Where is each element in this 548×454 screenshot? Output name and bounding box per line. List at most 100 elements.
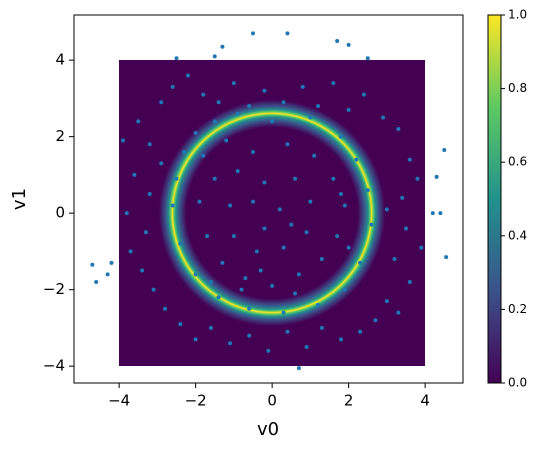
point — [444, 255, 448, 259]
point — [285, 330, 289, 334]
point — [224, 138, 228, 142]
point — [251, 31, 255, 35]
point — [358, 330, 362, 334]
point — [255, 249, 259, 253]
point — [381, 116, 385, 120]
point — [201, 93, 205, 97]
point — [270, 119, 274, 123]
y-tick-label: −4 — [43, 357, 65, 375]
x-axis-label: v0 — [257, 419, 279, 440]
point — [278, 207, 282, 211]
point — [438, 211, 442, 215]
x-tick-label: 2 — [344, 392, 354, 410]
point — [251, 150, 255, 154]
point — [262, 89, 266, 93]
point — [220, 261, 224, 265]
point — [393, 257, 397, 261]
point — [297, 366, 301, 370]
point — [247, 104, 251, 108]
point — [194, 272, 198, 276]
point — [385, 207, 389, 211]
point — [362, 93, 366, 97]
point — [175, 56, 179, 60]
point — [194, 131, 198, 135]
point — [320, 257, 324, 261]
point — [305, 345, 309, 349]
point — [209, 326, 213, 330]
point — [247, 334, 251, 338]
point — [282, 100, 286, 104]
point — [247, 307, 251, 311]
point — [213, 177, 217, 181]
point — [259, 269, 263, 273]
point — [175, 177, 179, 181]
point — [178, 322, 182, 326]
point — [159, 100, 163, 104]
point — [152, 288, 156, 292]
point — [282, 311, 286, 315]
point — [262, 226, 266, 230]
point — [308, 200, 312, 204]
point — [213, 54, 217, 58]
y-tick-label: −2 — [43, 280, 65, 298]
colorbar-tick-label: 0.6 — [508, 155, 527, 169]
point — [331, 81, 335, 85]
point — [293, 291, 297, 295]
point — [435, 175, 439, 179]
x-tick-label: −2 — [185, 392, 207, 410]
point — [339, 337, 343, 341]
point — [339, 135, 343, 139]
x-tick-label: 0 — [267, 392, 277, 410]
colorbar-tick-label: 1.0 — [508, 8, 527, 22]
point — [285, 142, 289, 146]
point — [205, 234, 209, 238]
point — [385, 299, 389, 303]
point — [201, 154, 205, 158]
page: v0 v1 −4−2024−4−20240.00.20.40.60.81.0 (… — [0, 0, 548, 454]
point — [178, 242, 182, 246]
point — [163, 307, 167, 311]
point — [159, 161, 163, 165]
y-tick-label: 0 — [55, 204, 65, 222]
point — [232, 81, 236, 85]
point — [419, 246, 423, 250]
point — [404, 226, 408, 230]
colorbar-tick-label: 0.4 — [508, 228, 527, 242]
point — [331, 177, 335, 181]
point — [228, 341, 232, 345]
point — [125, 211, 129, 215]
point — [415, 177, 419, 181]
point — [316, 104, 320, 108]
point — [132, 173, 136, 177]
y-tick-label: 4 — [55, 51, 65, 69]
point — [339, 192, 343, 196]
point — [358, 261, 362, 265]
point — [186, 73, 190, 77]
y-axis-label: v1 — [9, 188, 30, 210]
colorbar-tick-label: 0.0 — [508, 376, 527, 390]
point — [408, 158, 412, 162]
point — [396, 127, 400, 131]
point — [308, 116, 312, 120]
point — [285, 31, 289, 35]
point — [182, 150, 186, 154]
point — [209, 280, 213, 284]
point — [109, 261, 113, 265]
point — [354, 158, 358, 162]
point — [305, 230, 309, 234]
point — [171, 85, 175, 89]
point — [316, 303, 320, 307]
point — [121, 138, 125, 142]
point — [408, 280, 412, 284]
point — [243, 276, 247, 280]
point — [396, 311, 400, 315]
point — [94, 280, 98, 284]
point — [335, 39, 339, 43]
density-image — [119, 60, 425, 366]
point — [129, 249, 133, 253]
x-tick-label: 4 — [420, 392, 430, 410]
point — [217, 295, 221, 299]
point — [213, 119, 217, 123]
point — [400, 196, 404, 200]
point — [347, 43, 351, 47]
